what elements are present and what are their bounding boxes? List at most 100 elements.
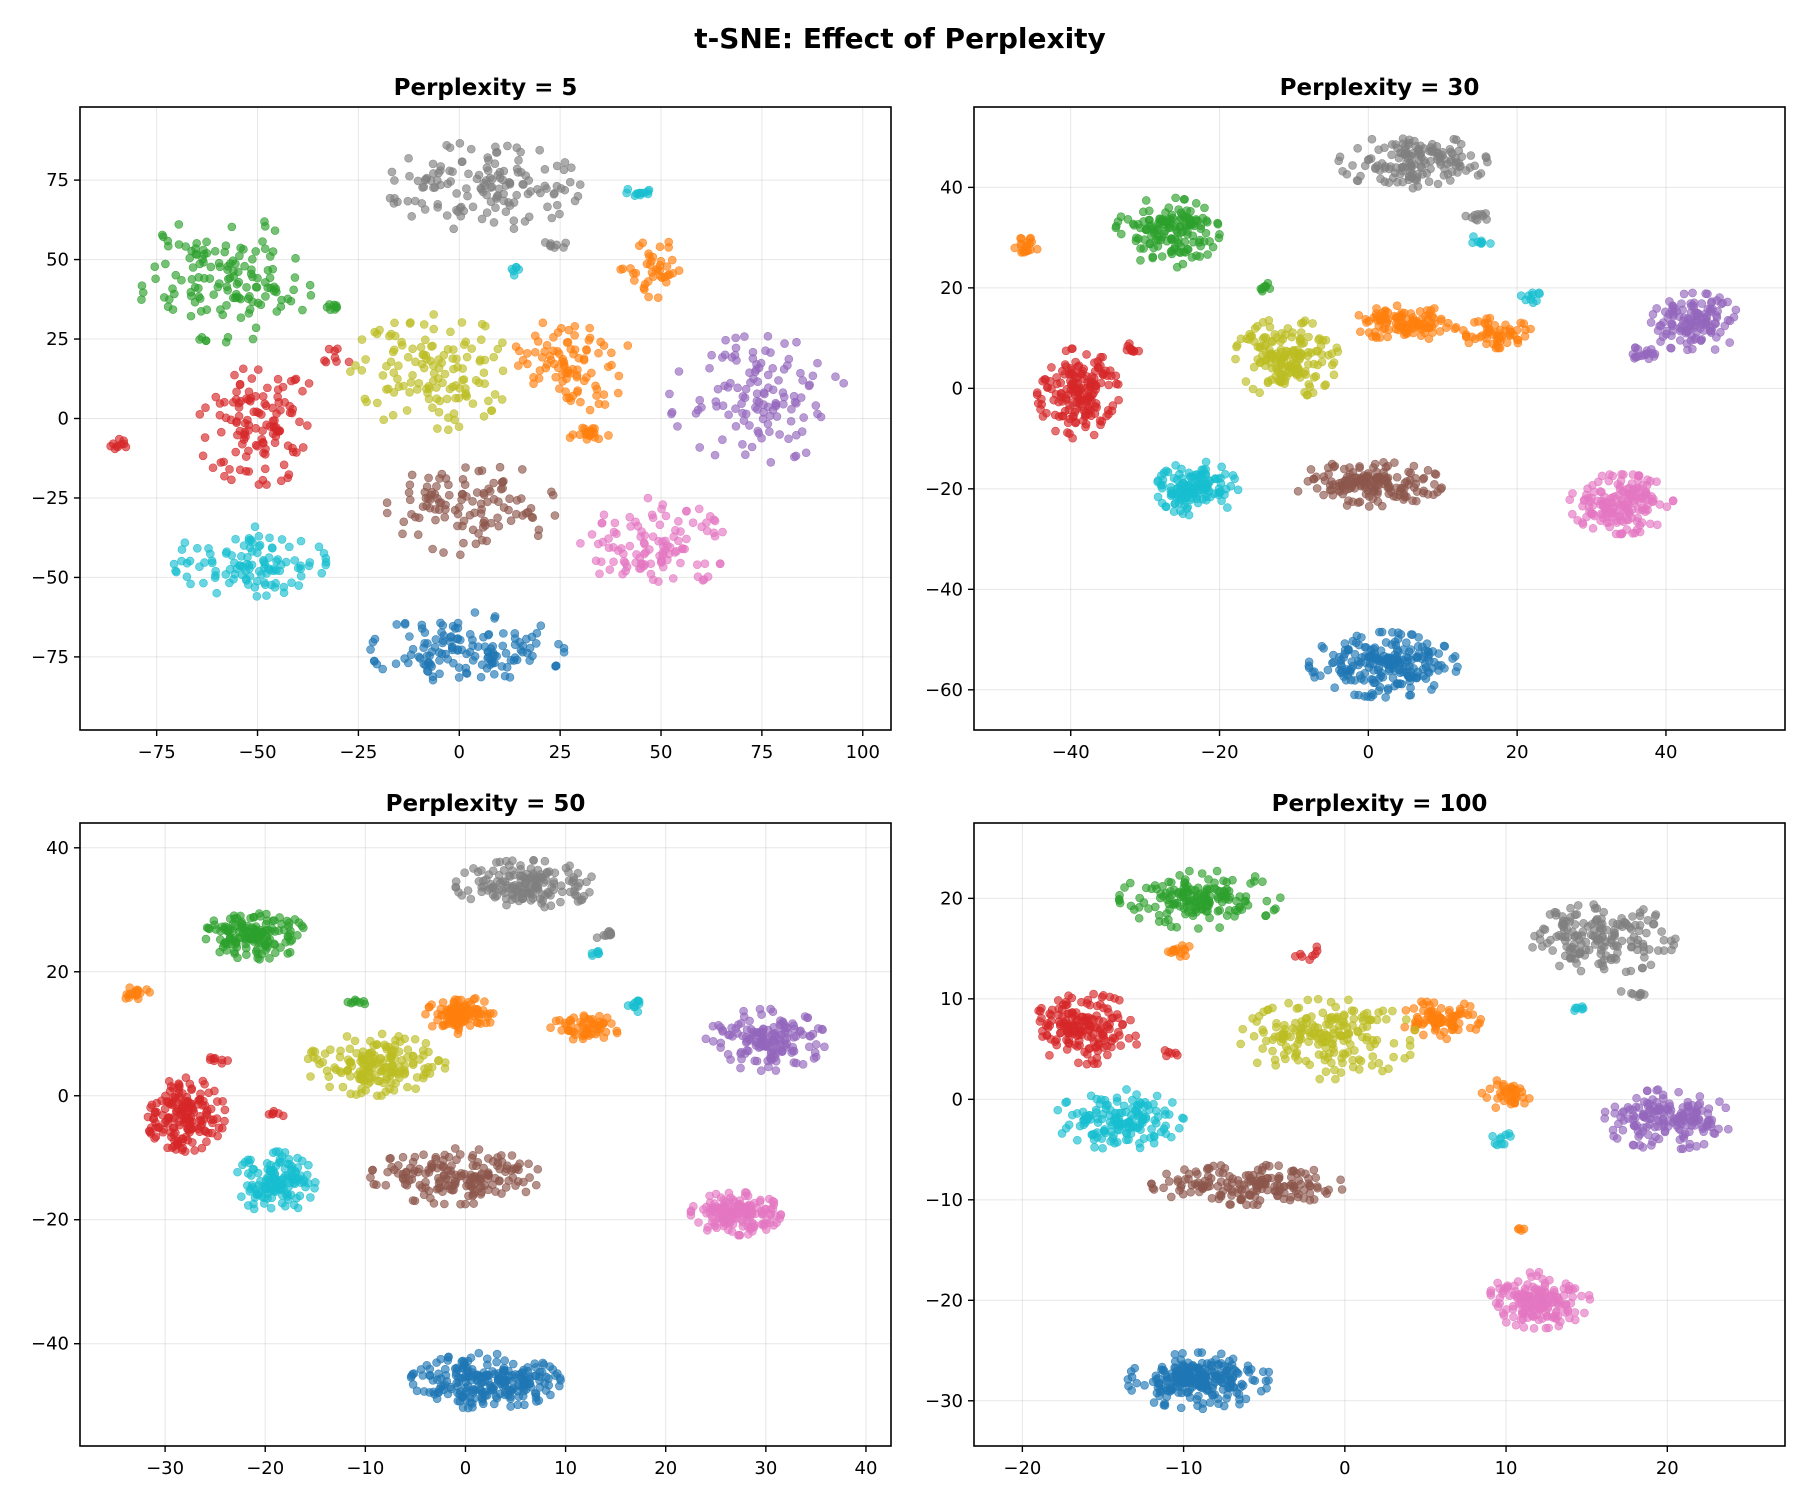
data-point (448, 382, 457, 392)
data-point (485, 1018, 495, 1027)
data-point (370, 634, 380, 644)
data-point (1082, 350, 1091, 359)
data-point (528, 513, 538, 523)
data-point (490, 159, 500, 168)
data-point (444, 425, 453, 435)
data-point (678, 544, 687, 553)
data-point (1268, 351, 1277, 361)
y-tick-label: −60 (925, 680, 963, 701)
data-point (445, 1184, 455, 1194)
data-point (806, 1032, 815, 1041)
data-point (286, 296, 296, 306)
data-point (1156, 214, 1165, 224)
data-point (756, 358, 766, 368)
data-point (492, 148, 501, 157)
data-point (198, 451, 208, 461)
data-point (736, 1063, 745, 1073)
data-point (310, 1047, 320, 1057)
data-point (1327, 349, 1337, 358)
data-point (205, 549, 215, 559)
data-point (248, 334, 258, 344)
data-point (561, 387, 570, 397)
x-tick-label: 30 (754, 1458, 777, 1479)
data-point (212, 1097, 222, 1106)
data-point (610, 518, 620, 528)
data-point (132, 990, 141, 1000)
data-point (573, 868, 583, 878)
data-point (523, 883, 533, 893)
data-point (417, 620, 427, 630)
data-point (298, 443, 308, 452)
data-point (452, 1155, 461, 1164)
data-point (643, 493, 653, 503)
data-point (407, 509, 416, 519)
data-point (1276, 337, 1285, 346)
data-point (528, 894, 538, 903)
data-point (1353, 143, 1362, 153)
data-point (796, 368, 805, 378)
data-point (751, 1041, 761, 1050)
figure-title: t-SNE: Effect of Perplexity (694, 22, 1106, 55)
data-point (457, 318, 467, 327)
data-point (385, 1084, 394, 1094)
data-point (287, 1171, 297, 1180)
data-point (452, 354, 461, 364)
data-point (1402, 314, 1411, 324)
data-point (248, 1164, 258, 1174)
data-point (172, 567, 181, 577)
data-point (493, 344, 503, 354)
data-point (1217, 496, 1226, 506)
data-point (344, 357, 354, 367)
data-point (1111, 221, 1121, 231)
data-point (230, 370, 239, 380)
data-point (1568, 509, 1577, 519)
data-point (659, 542, 668, 552)
data-point (489, 478, 498, 488)
data-point (260, 244, 270, 254)
data-point (441, 1371, 451, 1380)
data-point (1390, 650, 1400, 660)
data-point (460, 480, 470, 490)
data-point (808, 371, 818, 381)
data-point (188, 263, 198, 272)
data-point (357, 1070, 366, 1080)
data-point (506, 516, 516, 525)
data-point (1644, 354, 1654, 364)
data-point (1263, 378, 1273, 388)
data-point (1440, 164, 1449, 174)
data-point (749, 1222, 759, 1232)
data-point (457, 645, 467, 655)
data-point (482, 875, 491, 884)
data-point (169, 559, 179, 569)
data-point (195, 410, 205, 419)
data-point (582, 373, 591, 382)
data-point (1396, 322, 1405, 332)
data-point (208, 463, 218, 473)
data-point (657, 504, 666, 514)
data-point (471, 539, 481, 549)
data-point (630, 1002, 640, 1011)
data-point (1717, 299, 1726, 309)
data-point (351, 361, 360, 370)
data-point (613, 546, 623, 555)
data-point (429, 183, 438, 193)
data-point (1440, 642, 1450, 651)
data-point (245, 291, 254, 301)
data-point (667, 255, 677, 265)
data-point (164, 1076, 174, 1086)
data-point (219, 457, 228, 467)
data-point (251, 392, 260, 401)
data-point (263, 383, 272, 393)
data-point (423, 658, 433, 668)
data-point (625, 541, 635, 551)
data-point (1332, 343, 1342, 353)
data-point (487, 406, 497, 415)
data-point (1186, 493, 1196, 503)
data-point (801, 448, 811, 458)
data-point (325, 1082, 334, 1092)
data-point (194, 273, 204, 282)
x-tick-label: 10 (554, 1458, 577, 1479)
data-point (419, 643, 428, 653)
data-point (386, 1154, 395, 1163)
data-point (582, 1023, 592, 1033)
